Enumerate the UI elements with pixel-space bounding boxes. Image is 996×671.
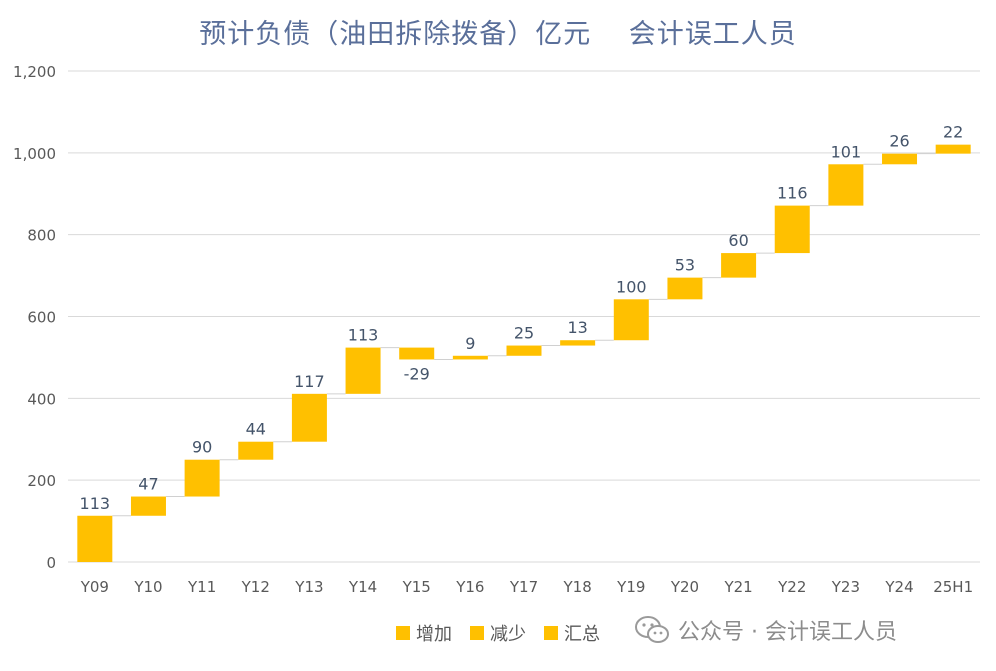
data-label-Y24: 26	[889, 132, 909, 151]
chart-title: 预计负债（油田拆除拨备）亿元 会计误工人员	[199, 19, 797, 50]
legend-label-decrease: 减少	[490, 624, 526, 645]
data-label-Y23: 101	[831, 142, 862, 161]
data-label-Y10: 47	[138, 475, 158, 494]
data-label-Y14: 113	[348, 326, 379, 345]
wechat-icon	[635, 616, 669, 643]
legend: 增加 减少 汇总	[396, 620, 600, 646]
legend-label-increase: 增加	[416, 624, 452, 645]
y-tick-label: 0	[46, 554, 56, 572]
data-label-Y13: 117	[294, 372, 325, 391]
legend-item-decrease[interactable]: 减少	[470, 620, 526, 646]
bar-Y21	[721, 253, 757, 278]
data-label-Y12: 44	[246, 420, 266, 439]
bar-Y12	[238, 441, 274, 460]
x-tick-label-Y24: Y24	[884, 578, 913, 596]
x-tick-label-Y14: Y14	[348, 578, 377, 596]
data-label-Y17: 25	[514, 324, 534, 343]
legend-item-increase[interactable]: 增加	[396, 620, 452, 646]
bar-Y20	[667, 277, 703, 300]
x-tick-label-Y21: Y21	[723, 578, 752, 596]
bar-Y13	[291, 393, 327, 442]
x-tick-label-Y20: Y20	[670, 578, 699, 596]
legend-swatch-decrease	[470, 626, 484, 640]
y-tick-label: 600	[27, 309, 56, 327]
data-label-Y22: 116	[777, 184, 808, 203]
y-tick-label: 1,000	[13, 145, 56, 163]
bar-Y11	[184, 459, 220, 497]
data-label-Y20: 53	[675, 256, 695, 275]
connector-lines	[112, 153, 936, 517]
bars	[77, 144, 971, 562]
bar-Y09	[77, 515, 113, 562]
bar-Y14	[345, 347, 381, 394]
data-label-Y15: -29	[404, 364, 430, 383]
data-label-Y18: 13	[567, 318, 587, 337]
legend-label-total: 汇总	[564, 624, 600, 645]
bar-Y17	[506, 345, 542, 356]
data-label-Y09: 113	[80, 494, 111, 513]
data-label-Y11: 90	[192, 438, 212, 457]
y-tick-label: 400	[27, 390, 56, 408]
data-label-Y21: 60	[728, 231, 748, 250]
y-tick-label: 800	[27, 227, 56, 245]
bar-Y22	[774, 205, 810, 254]
watermark-text: 公众号 · 会计误工人员	[678, 620, 897, 645]
x-tick-label-Y16: Y16	[455, 578, 484, 596]
x-tick-label-Y17: Y17	[509, 578, 538, 596]
x-tick-label-Y13: Y13	[294, 578, 323, 596]
bar-Y19	[613, 299, 649, 341]
data-label-Y16: 9	[465, 334, 475, 353]
y-tick-label: 200	[27, 472, 56, 490]
bar-Y24	[882, 153, 918, 165]
bar-25H1	[935, 144, 971, 154]
bar-Y16	[452, 355, 488, 360]
y-axis-ticks: 0 200 400 600 800 1,000 1,200	[13, 63, 56, 572]
x-tick-label-Y23: Y23	[831, 578, 860, 596]
x-tick-label-Y12: Y12	[241, 578, 270, 596]
x-tick-label-Y22: Y22	[777, 578, 806, 596]
watermark: 公众号 · 会计误工人员	[634, 614, 897, 646]
legend-swatch-total	[544, 626, 558, 640]
x-tick-label-Y09: Y09	[80, 578, 109, 596]
legend-swatch-increase	[396, 626, 410, 640]
gridlines	[68, 70, 980, 563]
data-label-25H1: 22	[943, 123, 963, 142]
x-tick-label-Y19: Y19	[616, 578, 645, 596]
x-tick-label-Y10: Y10	[133, 578, 162, 596]
x-tick-label-Y18: Y18	[563, 578, 592, 596]
bar-Y10	[130, 496, 166, 516]
x-tick-label-25H1: 25H1	[933, 578, 973, 596]
bar-Y23	[828, 164, 864, 206]
bar-Y15	[399, 347, 435, 360]
data-labels: 113 47 90 44 117 113 -29 9 25 13 100 53 60 116 101 26 22	[80, 123, 964, 513]
x-tick-label-Y15: Y15	[402, 578, 431, 596]
y-tick-label: 1,200	[13, 63, 56, 81]
bar-Y18	[560, 340, 596, 346]
x-tick-label-Y11: Y11	[187, 578, 216, 596]
x-axis-ticks: Y09 Y10 Y11 Y12 Y13 Y14 Y15 Y16 Y17 Y18 Y19 Y20 Y21 Y…	[80, 578, 973, 596]
data-label-Y19: 100	[616, 277, 647, 296]
legend-item-total[interactable]: 汇总	[544, 620, 600, 646]
